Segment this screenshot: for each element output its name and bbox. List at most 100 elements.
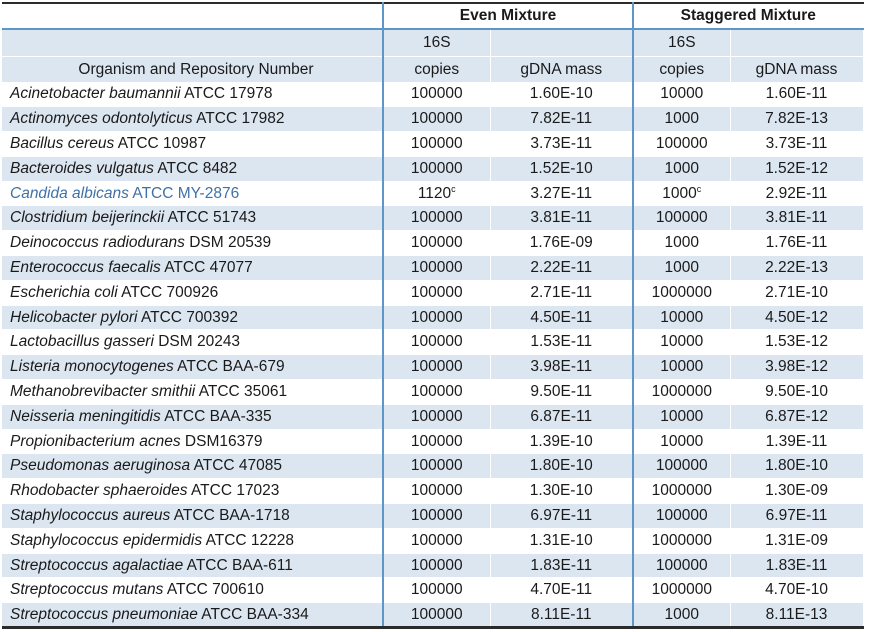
- even-16s-copies-value: 100000: [410, 159, 463, 177]
- table-row: Enterococcus faecalis ATCC 47077 100000 …: [2, 255, 864, 281]
- staggered-16s-label: 16S: [632, 29, 731, 57]
- even-gdna-mass-header: gDNA mass: [490, 56, 634, 82]
- organism-cell: Methanobrevibacter smithii ATCC 35061: [2, 379, 384, 405]
- staggered-16s-copies-value: 10000: [660, 85, 704, 103]
- staggered-gdna-mass-cell: 2.22E-13: [730, 255, 864, 281]
- staggered-16s-copies-cell: 10000: [632, 329, 731, 356]
- organism-accession: ATCC 17978: [184, 85, 273, 103]
- footnote-marker: c: [696, 183, 702, 194]
- staggered-16s-copies-value: 1000000: [651, 382, 712, 400]
- even-16s-copies-value: 100000: [410, 333, 463, 351]
- staggered-16s-copies-cell: 1000: [632, 230, 731, 257]
- organism-cell: Neisseria meningitidis ATCC BAA-335: [2, 404, 384, 430]
- staggered-16s-copies-value: 1000: [664, 258, 699, 276]
- table-row: Neisseria meningitidis ATCC BAA-335 1000…: [2, 404, 864, 430]
- even-16s-copies-cell: 100000: [382, 602, 491, 629]
- staggered-16s-copies-value: 10000: [660, 308, 704, 326]
- staggered-gdna-mass-cell: 1.76E-11: [730, 230, 864, 257]
- organism-accession: ATCC 17023: [190, 482, 280, 500]
- even-16s-copies-value: 100000: [410, 234, 463, 252]
- organism-accession: ATCC 700392: [140, 308, 239, 326]
- staggered-gdna-mass-cell: 1.60E-11: [730, 82, 864, 108]
- table-row: Deinococcus radiodurans DSM 20539 100000…: [2, 230, 864, 257]
- organism-accession: ATCC BAA-611: [186, 556, 293, 574]
- staggered-16s-copies-value: 1000: [662, 184, 697, 202]
- staggered-gdna-mass-cell: 1.53E-12: [730, 329, 864, 356]
- staggered-gdna-spacer-cell: [730, 29, 864, 57]
- subheader-row-16s: 16S 16S: [2, 29, 864, 57]
- organism-name: Neisseria meningitidis: [10, 407, 161, 425]
- staggered-gdna-mass-cell: 8.11E-13: [730, 602, 864, 629]
- staggered-16s-copies-cell: 1000000: [632, 280, 731, 306]
- even-16s-copies-cell: 100000: [382, 354, 491, 381]
- staggered-16s-copies-cell: 100000: [632, 205, 731, 232]
- even-gdna-mass-cell: 3.81E-11: [490, 205, 634, 232]
- even-16s-copies-cell: 100000: [382, 230, 491, 257]
- empty-header-cell: [2, 3, 384, 30]
- even-gdna-mass-cell: 6.87E-11: [490, 404, 634, 430]
- table-row: Staphylococcus epidermidis ATCC 12228 10…: [2, 528, 864, 554]
- even-gdna-spacer-cell: [490, 29, 634, 57]
- even-16s-copies-value: 100000: [410, 258, 463, 276]
- even-16s-copies-value: 1120: [417, 184, 452, 202]
- organism-name: Bacillus cereus: [10, 134, 115, 152]
- organism-accession: DSM 20243: [158, 333, 241, 351]
- staggered-16s-copies-cell: 1000: [632, 156, 731, 182]
- organism-name: Methanobrevibacter smithii: [10, 382, 196, 400]
- organism-name: Listeria monocytogenes: [10, 358, 174, 376]
- staggered-16s-copies-cell: 100000: [632, 503, 731, 529]
- even-mixture-header: Even Mixture: [381, 3, 634, 30]
- staggered-gdna-mass-cell: 1.80E-10: [730, 453, 864, 480]
- table-row: Lactobacillus gasseri DSM 20243 100000 1…: [2, 329, 864, 356]
- even-gdna-mass-cell: 1.52E-10: [490, 156, 634, 182]
- even-16s-copies-cell: 100000: [382, 379, 491, 405]
- organism-name: Clostridium beijerinckii: [10, 209, 165, 227]
- staggered-16s-copies-cell: 10000: [632, 82, 731, 108]
- organism-accession: ATCC BAA-334: [201, 605, 309, 623]
- organism-name: Streptococcus pneumoniae: [10, 605, 198, 623]
- organism-column-header: Organism and Repository Number: [2, 56, 384, 82]
- table-row: Candida albicans ATCC MY-2876 1120c 3.27…: [2, 181, 864, 207]
- organism-accession: ATCC BAA-335: [164, 407, 272, 425]
- staggered-16s-copies-value: 1000: [664, 110, 699, 128]
- even-16s-copies-cell: 100000: [382, 553, 491, 579]
- organism-name: Bacteroides vulgatus: [10, 159, 154, 177]
- even-gdna-mass-cell: 1.53E-11: [490, 329, 634, 356]
- staggered-16s-copies-cell: 10000: [632, 429, 731, 455]
- organism-name: Actinomyces odontolyticus: [10, 110, 193, 128]
- organism-accession: ATCC BAA-679: [177, 358, 285, 376]
- organism-name: Deinococcus radiodurans: [10, 234, 185, 252]
- organism-cell: Escherichia coli ATCC 700926: [2, 280, 384, 306]
- organism-accession: DSM 20539: [189, 234, 272, 252]
- table-row: Streptococcus pneumoniae ATCC BAA-334 10…: [2, 602, 864, 629]
- even-gdna-mass-cell: 3.27E-11: [490, 181, 634, 207]
- staggered-16s-copies-cell: 1000: [632, 602, 731, 629]
- staggered-gdna-mass-cell: 4.70E-10: [730, 577, 864, 604]
- even-16s-copies-value: 100000: [410, 283, 463, 301]
- organism-accession: ATCC 51743: [167, 209, 257, 227]
- even-gdna-mass-cell: 3.98E-11: [490, 354, 634, 381]
- staggered-gdna-mass-cell: 1.52E-12: [730, 156, 864, 182]
- organism-cell: Staphylococcus aureus ATCC BAA-1718: [2, 503, 384, 529]
- even-16s-copies-value: 100000: [410, 358, 463, 376]
- staggered-gdna-mass-cell: 9.50E-10: [730, 379, 864, 405]
- even-gdna-mass-cell: 1.80E-10: [490, 453, 634, 480]
- staggered-16s-copies-value: 1000: [664, 234, 699, 252]
- group-header-row: Even Mixture Staggered Mixture: [2, 3, 864, 30]
- staggered-16s-copies-value: 100000: [655, 457, 708, 475]
- even-16s-copies-cell: 100000: [382, 255, 491, 281]
- organism-cell: Streptococcus pneumoniae ATCC BAA-334: [2, 602, 384, 629]
- staggered-16s-copies-cell: 1000: [632, 106, 731, 133]
- staggered-16s-copies-cell: 1000c: [632, 181, 731, 207]
- staggered-16s-copies-value: 1000: [664, 605, 699, 623]
- staggered-gdna-mass-cell: 7.82E-13: [730, 106, 864, 133]
- even-16s-copies-cell: 100000: [382, 404, 491, 430]
- table-row: Rhodobacter sphaeroides ATCC 17023 10000…: [2, 478, 864, 505]
- organism-cell: Streptococcus mutans ATCC 700610: [2, 577, 384, 604]
- even-16s-copies-value: 100000: [410, 308, 463, 326]
- staggered-gdna-mass-header: gDNA mass: [730, 56, 864, 82]
- organism-accession: ATCC 12228: [205, 531, 295, 549]
- even-16s-copies-value: 100000: [410, 531, 463, 549]
- staggered-16s-copies-cell: 1000000: [632, 379, 731, 405]
- staggered-16s-copies-value: 10000: [660, 358, 704, 376]
